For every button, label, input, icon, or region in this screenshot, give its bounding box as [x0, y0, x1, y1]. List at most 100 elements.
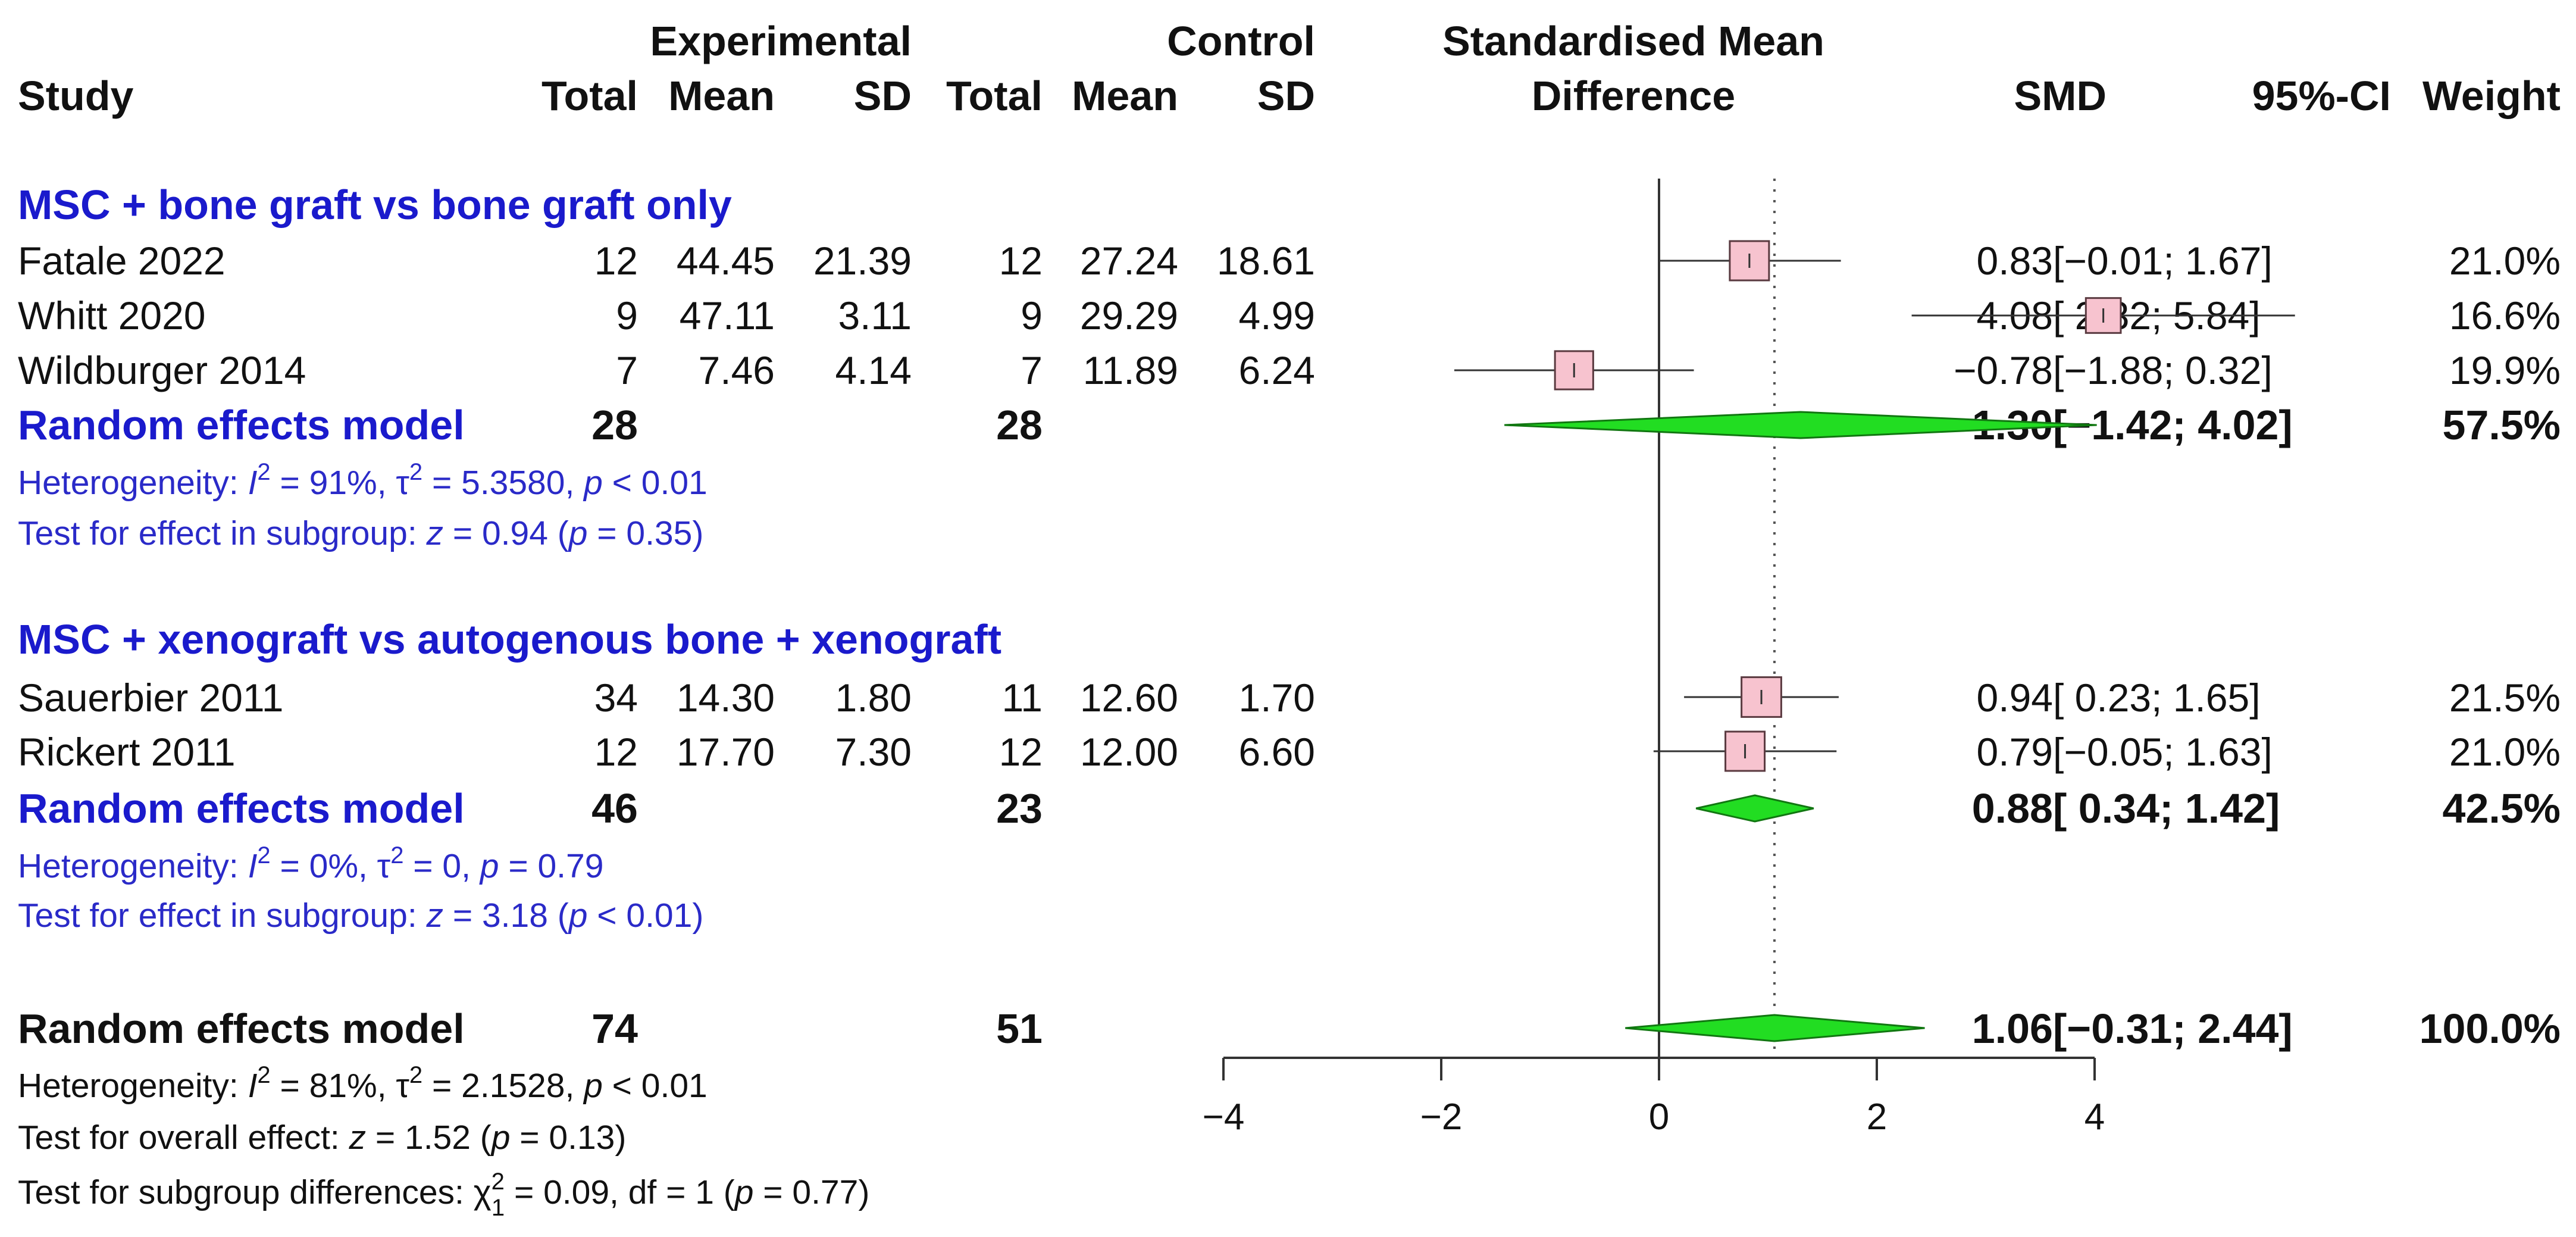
header-ctl-mean: Mean: [1072, 73, 1178, 119]
ci-value: [−0.01; 1.67]: [2053, 239, 2273, 283]
z-symbol: z: [426, 514, 444, 552]
header-exp-total: Total: [542, 73, 638, 119]
x-tick-label: −2: [1420, 1097, 1463, 1138]
ctl-mean: 12.60: [1080, 676, 1178, 720]
model-label: Random effects model: [18, 785, 465, 832]
exp-mean: 14.30: [677, 676, 775, 720]
p-value: = 0.77): [753, 1173, 869, 1211]
chi-symbol: χ: [474, 1173, 492, 1211]
chi-subscript: 1: [492, 1195, 505, 1221]
effect-test-prefix: Test for effect in subgroup:: [18, 514, 427, 552]
effect-test-line: Test for effect in subgroup: z = 3.18 (p…: [18, 896, 703, 935]
tau-symbol: τ: [396, 464, 409, 502]
subgroup-model-row: Random effects model 46 23 0.88 [ 0.34; …: [18, 785, 2561, 832]
exp-total: 12: [594, 730, 638, 774]
ctl-sd: 18.61: [1217, 239, 1315, 283]
effect-test-line: Test for effect in subgroup: z = 0.94 (p…: [18, 514, 703, 552]
ctl-total: 7: [1021, 348, 1043, 392]
study-row: Sauerbier 2011 34 14.30 1.80 11 12.60 1.…: [18, 676, 2561, 720]
overall-weight-value: 100.0%: [2420, 1005, 2561, 1052]
subgroup-test-prefix: Test for subgroup differences:: [18, 1173, 474, 1211]
study-row: Fatale 2022 12 44.45 21.39 12 27.24 18.6…: [18, 239, 2561, 283]
exp-total: 12: [594, 239, 638, 283]
subgroup-2-diamond: [1695, 794, 1814, 823]
x-tick-label: 2: [1867, 1097, 1887, 1138]
header-exp-mean: Mean: [668, 73, 775, 119]
exp-mean: 47.11: [680, 293, 775, 338]
tau-superscript: 2: [409, 459, 422, 485]
subgroup-model-row: Random effects model 28 28 1.30 [−1.42; …: [18, 402, 2561, 448]
ctl-total: 9: [1021, 293, 1043, 338]
p-symbol: p: [490, 1119, 511, 1157]
exp-sd: 7.30: [835, 730, 912, 774]
x-tick-label: 0: [1649, 1097, 1669, 1138]
study-name: Whitt 2020: [18, 293, 206, 338]
weight-value: 21.0%: [2449, 239, 2561, 283]
ctl-sd: 4.99: [1239, 293, 1315, 338]
header-exp-sd: SD: [854, 73, 912, 119]
overall-ci-value: [−0.31; 2.44]: [2053, 1005, 2293, 1052]
exp-mean: 44.45: [677, 239, 775, 283]
tau-superscript: 2: [390, 842, 403, 869]
exp-sd: 4.14: [835, 348, 912, 392]
heterogeneity-line: Heterogeneity: I2 = 0%, τ2 = 0, p = 0.79: [18, 842, 603, 885]
ctl-sd: 6.24: [1239, 348, 1315, 392]
plot-area: −4 −2 0 2 4: [1203, 179, 2105, 1138]
tau-value: = 0,: [403, 847, 480, 885]
overall-label: Random effects model: [18, 1005, 465, 1052]
exp-sd: 3.11: [838, 293, 912, 338]
ctl-total: 12: [999, 730, 1043, 774]
header-smd-line1: Standardised Mean: [1442, 18, 1824, 64]
p-symbol: p: [568, 896, 588, 935]
i-value: = 81%,: [271, 1067, 396, 1105]
p-value: = 0.35): [587, 514, 703, 552]
z-value: = 3.18 (: [443, 896, 569, 935]
exp-total: 9: [616, 293, 638, 338]
model-label: Random effects model: [18, 402, 465, 448]
header-ctl-sd: SD: [1257, 73, 1315, 119]
study-name: Fatale 2022: [18, 239, 226, 283]
p-symbol: p: [734, 1173, 754, 1211]
model-smd-value: 0.88: [1972, 785, 2053, 832]
ci-value: [−0.05; 1.63]: [2053, 730, 2273, 774]
i-symbol: I: [248, 847, 258, 885]
exp-mean: 17.70: [677, 730, 775, 774]
smd-value: 0.79: [1977, 730, 2053, 774]
p-value: = 0.79: [499, 847, 604, 885]
weight-value: 19.9%: [2449, 348, 2561, 392]
p-symbol: p: [583, 464, 603, 502]
ctl-total: 11: [1001, 676, 1043, 720]
study-name: Rickert 2011: [18, 730, 236, 774]
header-smd: SMD: [2014, 73, 2107, 119]
exp-sd: 21.39: [813, 239, 912, 283]
heterogeneity-prefix: Heterogeneity:: [18, 1067, 248, 1105]
study-row: Wildburger 2014 7 7.46 4.14 7 11.89 6.24…: [18, 348, 2561, 392]
tau-value: = 2.1528,: [422, 1067, 584, 1105]
ctl-total: 12: [999, 239, 1043, 283]
chi-superscript: 2: [492, 1169, 505, 1195]
p-symbol: p: [479, 847, 499, 885]
subgroup-differences-line: Test for subgroup differences: χ2 1 = 0.0…: [18, 1169, 869, 1221]
overall-model: Random effects model 74 51 1.06 [−0.31; …: [18, 1005, 2561, 1221]
ci-value: [ 0.23; 1.65]: [2053, 676, 2261, 720]
overall-ctl-total: 51: [996, 1005, 1043, 1052]
i-value: = 0%,: [271, 847, 377, 885]
exp-sd: 1.80: [835, 676, 912, 720]
study-box: [1554, 350, 1594, 391]
z-symbol: z: [426, 896, 444, 935]
i-superscript: 2: [257, 842, 270, 869]
ci-value: [−1.88; 0.32]: [2053, 348, 2273, 392]
i-superscript: 2: [257, 459, 270, 485]
z-value: = 1.52 (: [366, 1119, 492, 1157]
subgroup-1-diamond: [1504, 411, 2097, 439]
tau-symbol: τ: [396, 1067, 409, 1105]
header-ci: 95%-CI: [2252, 73, 2391, 119]
weight-value: 21.5%: [2449, 676, 2561, 720]
overall-smd-value: 1.06: [1972, 1005, 2053, 1052]
ctl-mean: 11.89: [1083, 348, 1178, 392]
tau-value: = 5.3580,: [422, 464, 584, 502]
model-ci-value: [ 0.34; 1.42]: [2053, 785, 2280, 832]
ctl-mean: 12.00: [1080, 730, 1178, 774]
i-symbol: I: [248, 1067, 258, 1105]
